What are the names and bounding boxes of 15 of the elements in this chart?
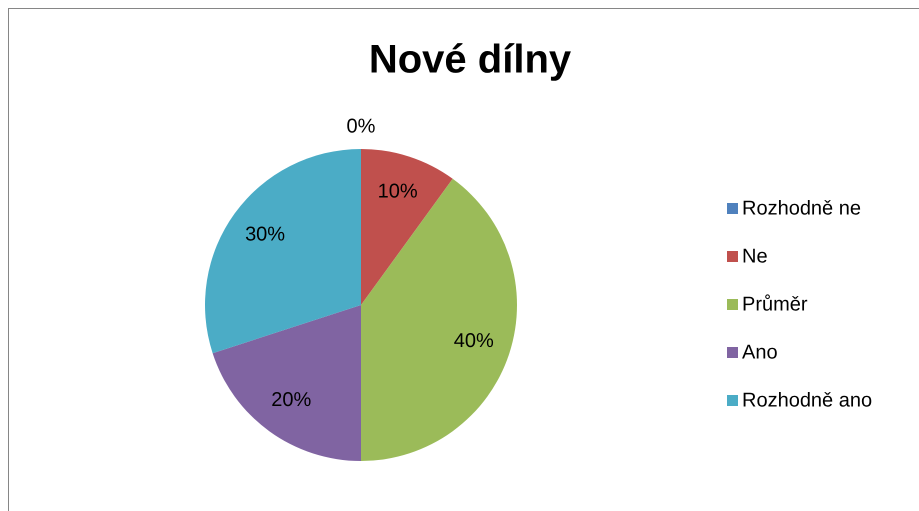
legend-label: Průměr: [742, 293, 808, 316]
data-label: 30%: [245, 224, 286, 246]
text: 0%: [346, 115, 376, 138]
data-label: 10%: [378, 180, 418, 203]
legend-label: Ano: [742, 341, 778, 364]
chart-title: Nové dílny: [368, 38, 572, 82]
legend-label: Rozhodně ne: [742, 197, 861, 220]
legend-label: Rozhodně ano: [742, 389, 872, 412]
pie-slice: [361, 149, 453, 305]
pie-slice: [361, 178, 517, 461]
pie-slice: [212, 305, 361, 461]
data-label: 20%: [271, 389, 312, 412]
data-label: 40%: [454, 330, 494, 352]
pie-slice: [205, 149, 361, 354]
legend-label: Ne: [742, 245, 768, 268]
